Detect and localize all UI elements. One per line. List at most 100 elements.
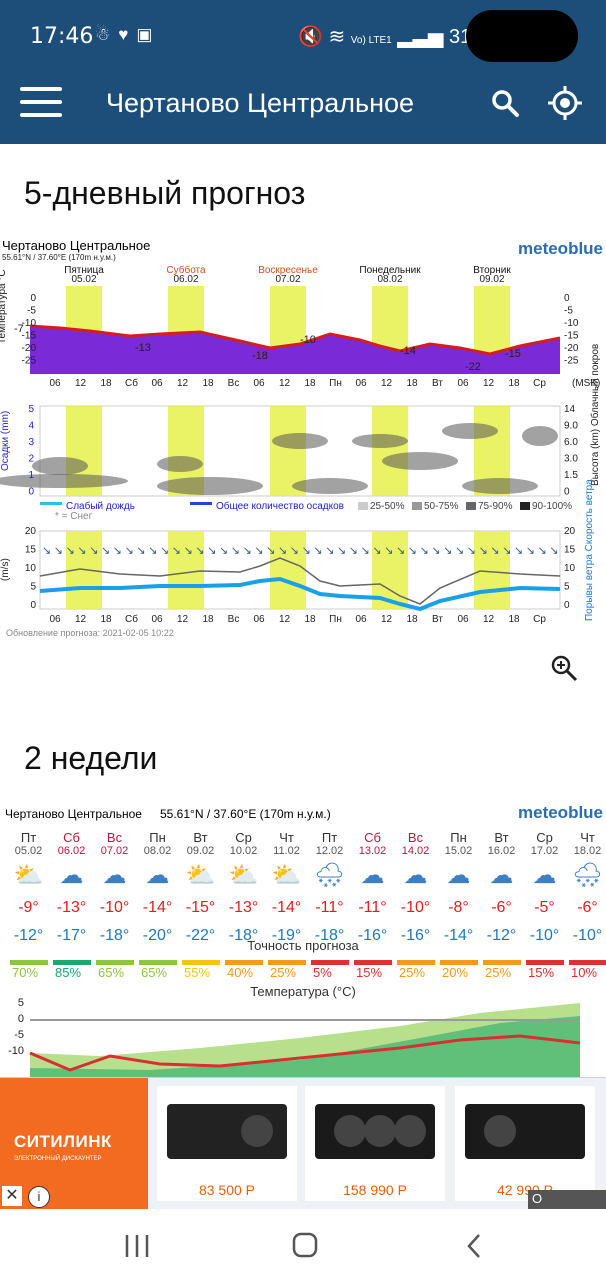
temp-max: -13°: [56, 899, 87, 916]
accuracy-bar: [10, 960, 48, 965]
day-column: Вт 09.02 ⛅ -15° -22°: [179, 830, 222, 945]
temp-min: -18°: [314, 927, 345, 944]
wind-arrow: ↘: [77, 545, 86, 557]
section-title-5day: 5-дневный прогноз: [24, 175, 306, 211]
weekday: Вс: [407, 830, 424, 845]
wind-arrow: ↘: [195, 545, 204, 557]
temp-min: -10°: [572, 927, 603, 944]
wind-arrow: ↘: [266, 545, 275, 557]
ad-product-card[interactable]: 83 500 Р: [157, 1086, 297, 1201]
accuracy-value: 5%: [313, 965, 332, 980]
menu-icon-bar: [20, 113, 62, 117]
temp-value-label: -13: [135, 342, 151, 354]
accuracy-value: 25%: [270, 965, 297, 980]
date: 14.02: [401, 845, 430, 857]
wind-arrow: ↘: [361, 545, 370, 557]
day-name: Понедельник: [359, 265, 421, 276]
temp-min: -12°: [13, 927, 44, 944]
hour-tick: Сб: [125, 377, 138, 389]
ad-product-card[interactable]: 158 990 Р: [305, 1086, 445, 1201]
temp-ticks: 0 0-5 -5-10 -10-15 -15-20 -20-25 -25-7-13-18-1…: [14, 293, 579, 373]
cloud-tick: 9.0: [564, 421, 578, 432]
weather-icon: 🌨: [572, 862, 603, 889]
temp-value-label: -22: [465, 361, 481, 373]
day-date: 05.02: [71, 274, 96, 285]
ad-logo[interactable]: СИТИЛИНК ЭЛЕКТРОННЫЙ ДИСКАУНТЕР: [0, 1078, 148, 1210]
cloud-blobs: [0, 423, 558, 495]
wind-tick: 5: [30, 582, 36, 593]
accuracy-bar: [483, 960, 521, 965]
accuracy-bar: [569, 960, 606, 965]
section-title-2weeks: 2 недели: [24, 740, 158, 776]
hour-tick: 18: [508, 378, 520, 389]
hour-ticks-temp: 06 12 18 Сб 06 12 18 Вс 06 12 18 Пн 06 12 18 Вт 06 12 18 Ср: [49, 377, 546, 389]
wind-arrow: ↘: [490, 545, 499, 557]
hour-tick: 12: [381, 378, 393, 389]
zoom-in-icon[interactable]: [550, 654, 578, 682]
wind-arrow: ↘: [420, 545, 429, 557]
redacted-area: [466, 10, 578, 62]
wind-arrow: ↘: [148, 545, 157, 557]
hour-tick: 06: [253, 614, 265, 625]
hour-tick: 18: [304, 614, 316, 625]
recent-apps-icon[interactable]: [117, 1231, 157, 1261]
tw-location: Чертаново Центральное: [5, 807, 142, 821]
hour-tick: 18: [304, 378, 316, 389]
wind-arrow: ↘: [42, 545, 51, 557]
weekday: Чт: [279, 830, 294, 845]
wind-arrow: ↘: [467, 545, 476, 557]
hour-tick: 12: [279, 614, 291, 625]
legend: Слабый дождь Общее количество осадков 25-5…: [40, 500, 572, 512]
ad-product-card[interactable]: 42 990 Р: [455, 1086, 595, 1201]
weather-icon: 🌨: [314, 862, 345, 889]
weather-icon: ⛅: [185, 862, 216, 889]
date: 06.02: [57, 845, 86, 857]
day-column: Пт 12.02 🌨 -11° -18°: [308, 830, 351, 945]
ad-info-icon[interactable]: i: [28, 1186, 50, 1208]
weekday: Сб: [364, 830, 381, 845]
wind-arrow: ↘: [254, 545, 263, 557]
temp-tick-right: -25: [564, 356, 579, 367]
accuracy-bar: [96, 960, 134, 965]
search-icon[interactable]: [490, 88, 520, 118]
temp-min: -22°: [185, 927, 216, 944]
temp-min: -17°: [56, 927, 87, 944]
date: 11.02: [273, 845, 300, 857]
ad-banner[interactable]: СИТИЛИНК ЭЛЕКТРОННЫЙ ДИСКАУНТЕР 83 500 Р…: [0, 1077, 606, 1210]
hour-tick: Ср: [533, 614, 546, 625]
weather-icon: ⛅: [13, 862, 44, 889]
back-icon[interactable]: [455, 1231, 495, 1261]
temp-min: -16°: [357, 927, 388, 944]
wind-arrow: ↘: [443, 545, 452, 557]
wind-tick-right: 10: [564, 563, 576, 574]
day-column: Сб 06.02 ☁ -13° -17°: [50, 830, 93, 945]
wind-arrow: ↘: [113, 545, 122, 557]
close-ad-icon[interactable]: ✕: [2, 1186, 22, 1206]
legend-label: 75-90%: [478, 501, 513, 512]
two-week-forecast[interactable]: Чертаново Центральное 55.61°N / 37.60°E …: [0, 800, 606, 1078]
hour-tick: Сб: [125, 613, 138, 625]
hour-tick: 06: [49, 614, 61, 625]
date: 17.02: [530, 845, 559, 857]
temp-min: -14°: [443, 927, 474, 944]
cloud-blob: [522, 426, 558, 446]
wind-arrows: ↘ ↘ ↘ ↘ ↘ ↘ ↘ ↘ ↘ ↘ ↘ ↘ ↘ ↘ ↘ ↘ ↘ ↘ ↘ ↘ ↘ ↘ ↘ ↘ ↘ ↘ ↘ ↘ ↘ ↘ ↘ ↘ ↘ ↘ ↘ ↘ ↘ ↘ ↘ ↘…: [42, 545, 559, 557]
temp-tick-right: -10: [564, 318, 579, 329]
hour-tick: 12: [483, 378, 495, 389]
day-column: Ср 10.02 ⛅ -13° -18°: [222, 830, 265, 945]
date: 16.02: [487, 845, 516, 857]
meteogram-5day[interactable]: Чертаново Центральное 55.61°N / 37.60°E …: [0, 236, 606, 646]
hour-ticks-wind: 06 12 18 Сб 06 12 18 Вс 06 12 18 Пн 06 12 18 Вт 06 12 18 Ср: [49, 613, 546, 625]
meteogram-chart: Чертаново Центральное 55.61°N / 37.60°E …: [0, 238, 603, 638]
menu-icon-bar: [20, 87, 62, 91]
temp-min: -10°: [529, 927, 560, 944]
menu-button[interactable]: [20, 87, 62, 119]
meteoblue-logo: meteoblue: [518, 239, 603, 258]
locate-icon[interactable]: [548, 86, 582, 120]
wind-arrow: ↘: [302, 545, 311, 557]
home-icon[interactable]: [285, 1231, 325, 1261]
accuracy-bar: [225, 960, 263, 965]
temp-max: -6°: [491, 899, 512, 916]
wind-arrow: ↘: [514, 545, 523, 557]
weekday: Вс: [106, 830, 123, 845]
